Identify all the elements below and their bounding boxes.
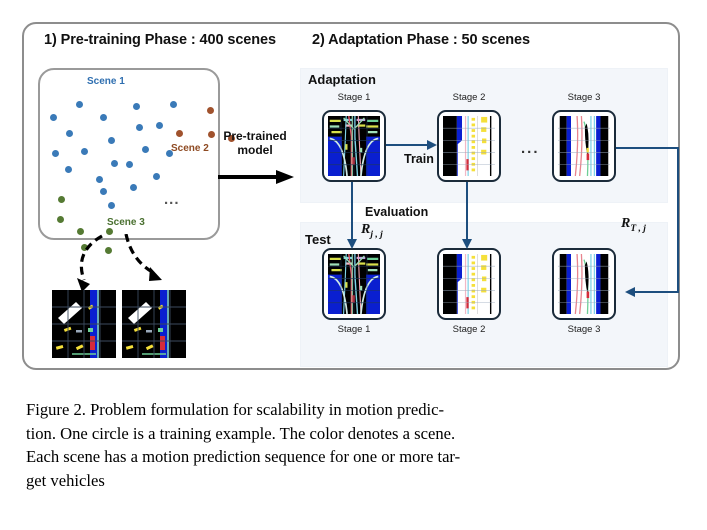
scatter-dot (105, 247, 112, 254)
scatter-dot (126, 161, 133, 168)
scatter-dot (81, 244, 88, 251)
scatter-dot (207, 107, 214, 114)
evaluation-arrow-stage-2-icon (462, 182, 472, 249)
scatter-dot (76, 101, 83, 108)
figure-caption: Figure 2. Problem formulation for scalab… (26, 398, 681, 492)
caption-line-4: get vehicles (26, 470, 105, 490)
scatter-dot (77, 228, 84, 235)
pretrained-line-1: Pre-trained (223, 129, 287, 143)
scatter-dot (106, 228, 113, 235)
adaptation-stage-3-caption: Stage 3 (567, 92, 601, 103)
pretrained-line-2: model (237, 142, 273, 157)
scene-thumbnail-left (52, 290, 116, 358)
r-tj-label: RT , j (621, 216, 646, 234)
test-stage-3-caption: Stage 3 (567, 324, 601, 335)
lane-graph-intersection-image (328, 116, 380, 176)
scatter-dot (156, 122, 163, 129)
scatter-ellipsis: ... (164, 191, 180, 208)
r-jj-label: Rj , j (361, 222, 383, 240)
scene-scatter-card (38, 68, 235, 254)
test-heading: Test (305, 232, 331, 247)
scatter-dot (100, 188, 107, 195)
scatter-dot (153, 173, 160, 180)
scatter-dot (57, 216, 64, 223)
lane-graph-straight-road-image (443, 116, 495, 176)
scatter-dot (136, 124, 143, 131)
scene-thumbnail-right (122, 290, 186, 358)
caption-line-3: Each scene has a motion prediction seque… (26, 447, 461, 467)
train-arrow-icon (386, 140, 437, 150)
scatter-dot (66, 130, 73, 137)
adaptation-ellipsis: ... (521, 140, 540, 157)
scene-3-label: Scene 3 (107, 217, 145, 228)
train-label: Train (404, 152, 434, 166)
scatter-dot (133, 103, 140, 110)
adaptation-stage-2-thumbnail[interactable] (437, 110, 501, 182)
adaptation-stage-3-thumbnail[interactable] (552, 110, 616, 182)
pretrained-arrow-icon (218, 170, 294, 184)
test-stage-3-thumbnail[interactable] (552, 248, 616, 320)
r-jj-subscript: j , j (370, 229, 383, 240)
evaluation-arrow-stage-1-icon (347, 182, 357, 249)
scatter-dot (96, 176, 103, 183)
scatter-dot (65, 166, 72, 173)
adaptation-to-test-connector-icon (616, 147, 679, 297)
r-tj-symbol: R (621, 216, 631, 231)
scatter-dot (111, 160, 118, 167)
scatter-dot (100, 114, 107, 121)
caption-line-1: Figure 2. Problem formulation for scalab… (26, 400, 444, 419)
test-stage-2-thumbnail[interactable] (437, 248, 501, 320)
test-lane-graph-straight-road-image (443, 254, 495, 314)
scatter-dot (130, 184, 137, 191)
pretrained-model-label: Pre-trained model (216, 129, 294, 158)
scene-2-label: Scene 2 (171, 143, 209, 154)
scatter-dot (81, 148, 88, 155)
scene-1-label: Scene 1 (87, 76, 125, 87)
test-lane-graph-curve-image (558, 254, 610, 314)
adaptation-stage-1-thumbnail[interactable] (322, 110, 386, 182)
test-stage-1-caption: Stage 1 (337, 324, 371, 335)
scatter-dot (176, 130, 183, 137)
scatter-dot (50, 114, 57, 121)
scatter-dot (108, 202, 115, 209)
scatter-dot (208, 131, 215, 138)
scatter-dot (52, 150, 59, 157)
r-tj-subscript: T , j (630, 223, 646, 234)
scene-to-thumbnail-dashed-arrows-icon (77, 234, 162, 292)
caption-line-2: tion. One circle is a training example. … (26, 423, 456, 443)
phase-2-title: 2) Adaptation Phase : 50 scenes (312, 32, 530, 48)
adaptation-heading: Adaptation (308, 72, 376, 87)
scatter-dot (228, 135, 235, 142)
scatter-dot (170, 101, 177, 108)
scatter-dot (108, 137, 115, 144)
test-stage-2-caption: Stage 2 (452, 324, 486, 335)
phase-1-title: 1) Pre-training Phase : 400 scenes (44, 32, 276, 48)
lane-graph-curve-image (558, 116, 610, 176)
scatter-dot (58, 196, 65, 203)
r-jj-symbol: R (361, 222, 371, 237)
test-stage-1-thumbnail[interactable] (322, 248, 386, 320)
evaluation-label: Evaluation (365, 205, 429, 219)
adaptation-stage-1-caption: Stage 1 (337, 92, 371, 103)
adaptation-stage-2-caption: Stage 2 (452, 92, 486, 103)
test-lane-graph-intersection-image (328, 254, 380, 314)
scatter-dot (166, 150, 173, 157)
scatter-dot (142, 146, 149, 153)
